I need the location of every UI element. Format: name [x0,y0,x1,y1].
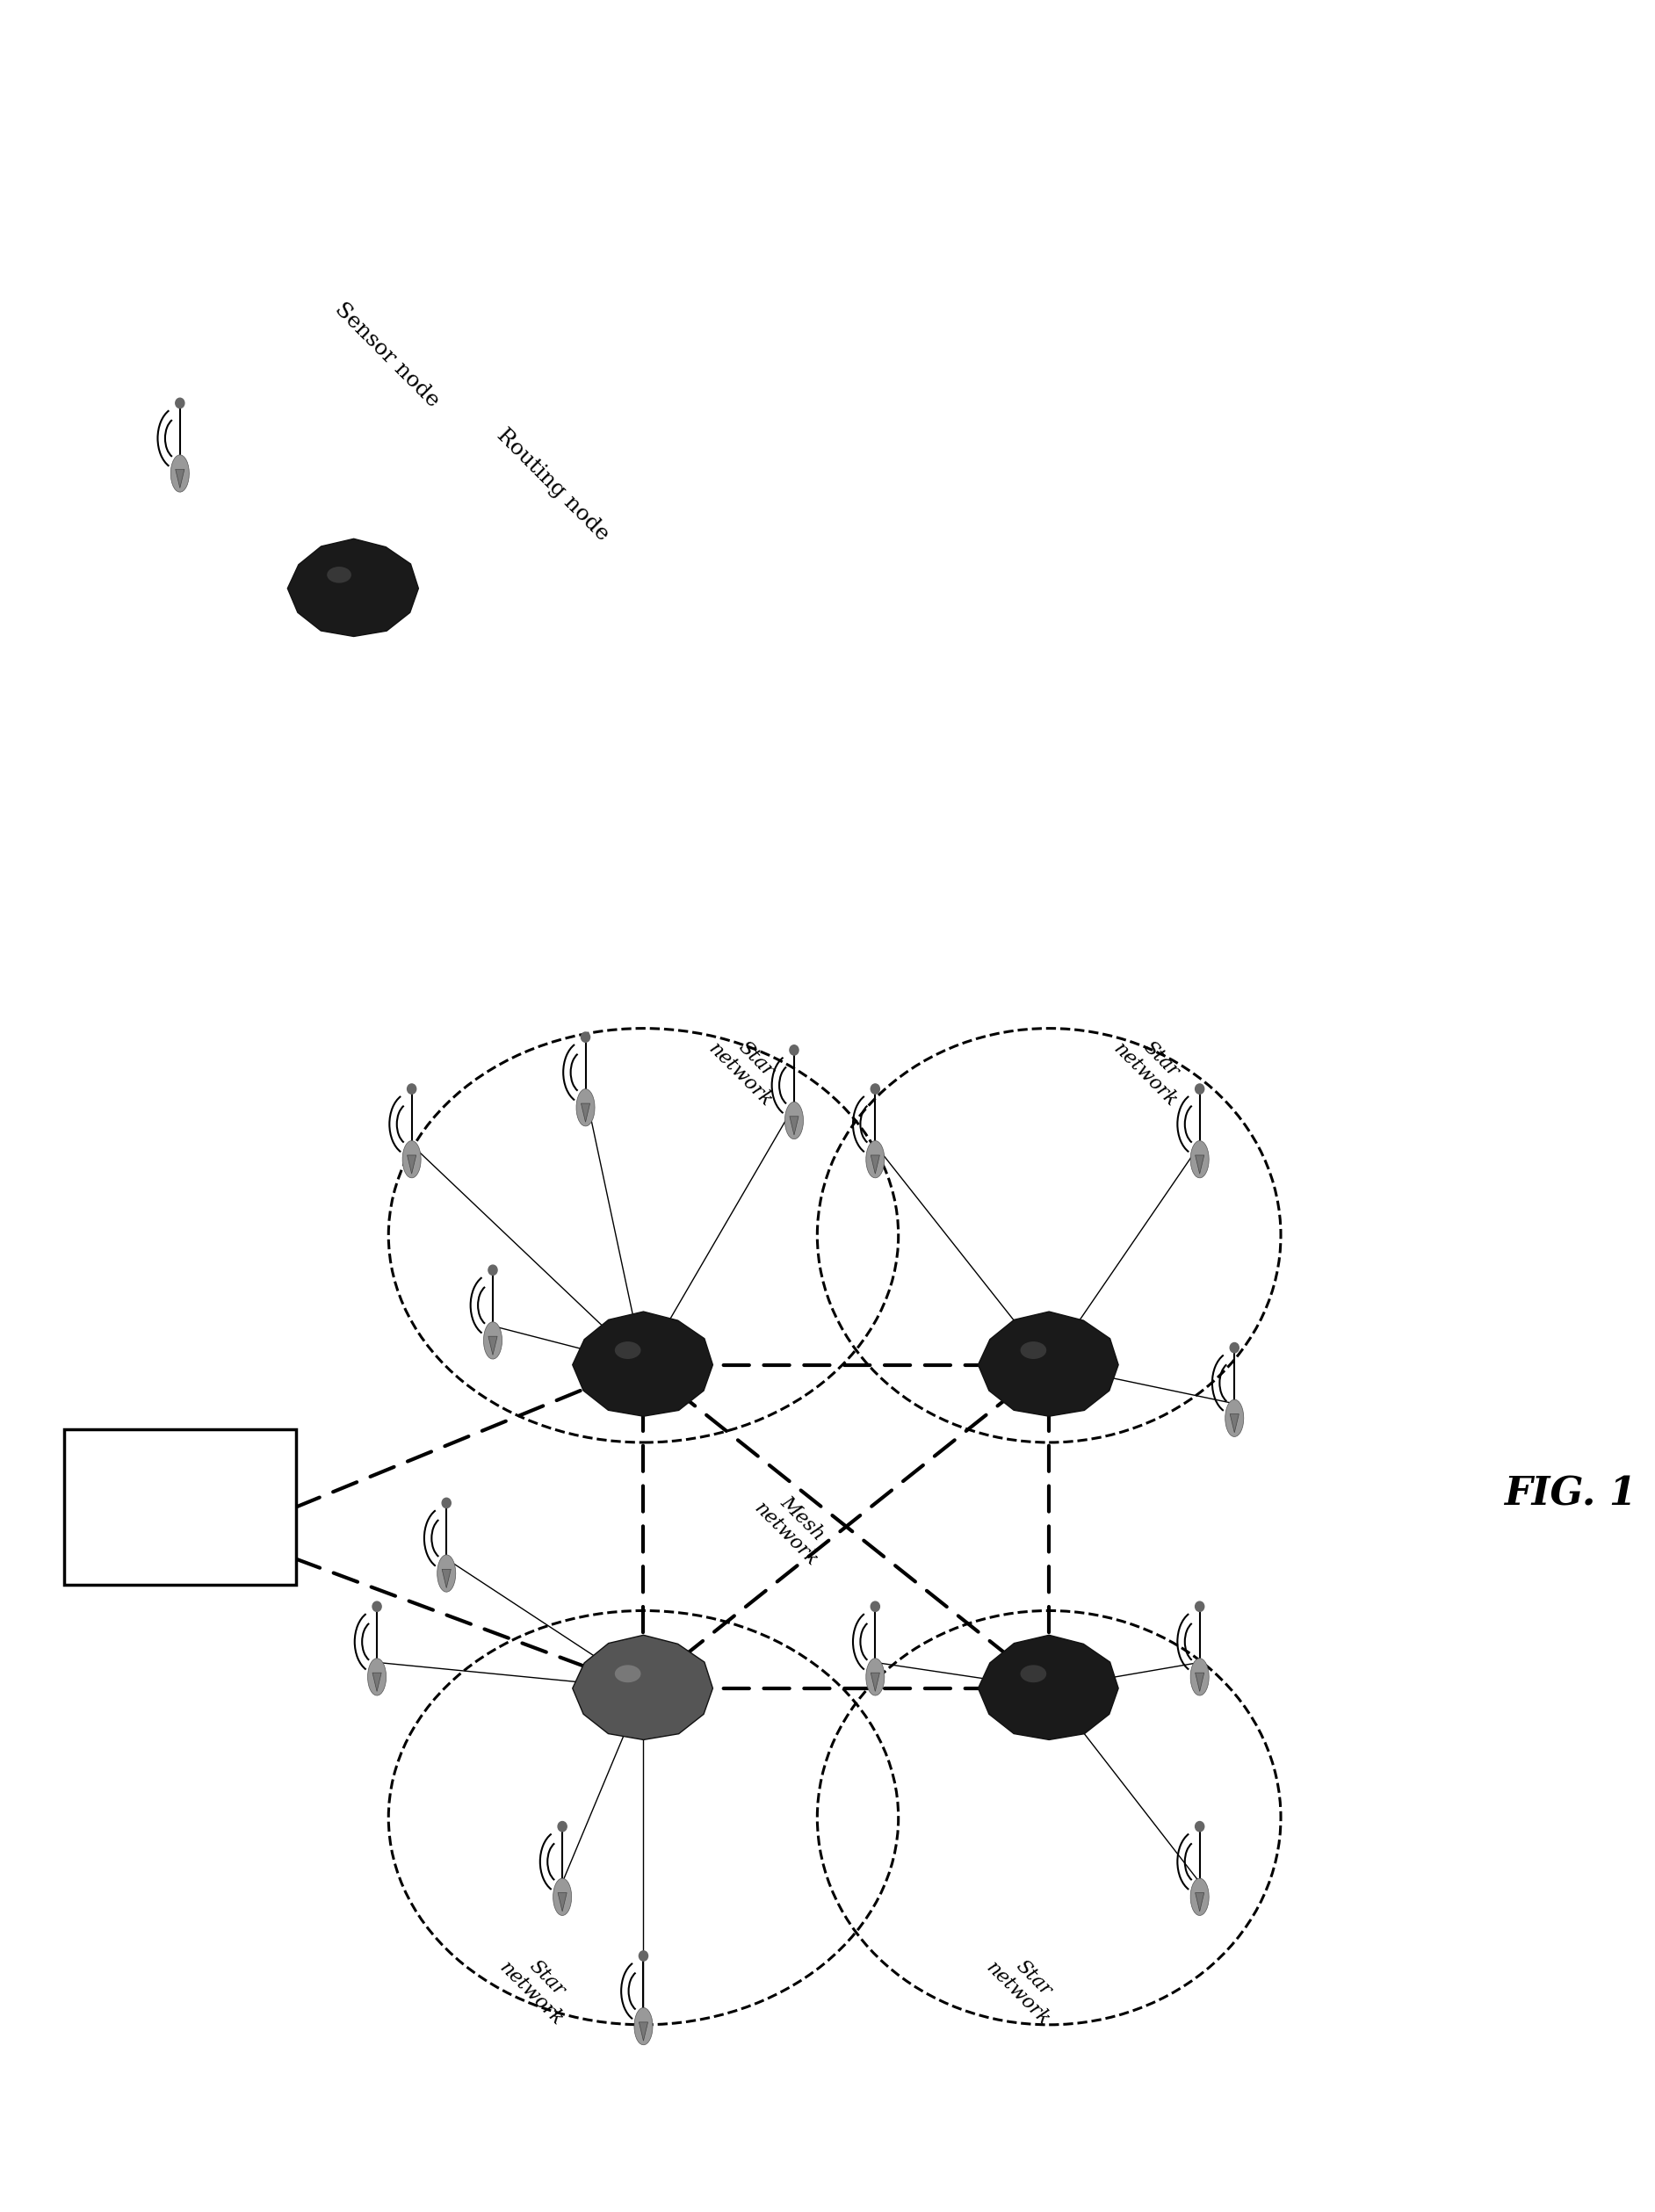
Circle shape [789,1044,799,1055]
Circle shape [639,1951,647,1960]
Polygon shape [1230,1413,1240,1433]
Text: Mesh
network: Mesh network [750,1482,837,1571]
Polygon shape [789,1117,799,1135]
Text: Sink node: Sink node [131,1498,230,1517]
Polygon shape [170,456,189,491]
Ellipse shape [328,566,351,584]
Polygon shape [372,1672,381,1692]
Polygon shape [437,1555,455,1593]
Text: Star
network: Star network [1111,1024,1197,1110]
Polygon shape [407,1155,415,1175]
Polygon shape [871,1155,880,1175]
Text: Star
network: Star network [983,1942,1069,2031]
Polygon shape [402,1141,420,1179]
Polygon shape [558,1893,566,1911]
Circle shape [488,1265,496,1274]
Circle shape [558,1820,566,1832]
Ellipse shape [1021,1340,1046,1358]
Text: Routing node: Routing node [493,425,612,544]
Polygon shape [871,1672,880,1692]
Text: FIG. 1: FIG. 1 [1504,1475,1637,1513]
Ellipse shape [1021,1666,1046,1683]
Circle shape [442,1498,450,1509]
Circle shape [581,1033,589,1042]
Polygon shape [1190,1878,1208,1916]
Polygon shape [442,1568,450,1588]
Ellipse shape [614,1340,640,1358]
Polygon shape [1190,1659,1208,1697]
Polygon shape [581,1104,589,1121]
Circle shape [871,1601,880,1613]
Polygon shape [1190,1141,1208,1179]
Polygon shape [634,2008,652,2044]
Polygon shape [1225,1400,1243,1438]
Polygon shape [866,1659,884,1697]
Circle shape [175,398,184,407]
Polygon shape [553,1878,571,1916]
Polygon shape [576,1088,594,1126]
Polygon shape [1195,1672,1205,1692]
Polygon shape [488,1336,496,1356]
Circle shape [1230,1343,1240,1354]
Text: Star
network: Star network [495,1942,583,2031]
Polygon shape [866,1141,884,1179]
Circle shape [1195,1820,1205,1832]
Circle shape [1195,1084,1205,1095]
Circle shape [1195,1601,1205,1613]
Polygon shape [483,1323,501,1358]
Polygon shape [1195,1893,1205,1911]
FancyBboxPatch shape [65,1429,296,1584]
Text: Sensor node: Sensor node [331,299,444,411]
Polygon shape [978,1312,1119,1416]
Circle shape [372,1601,381,1613]
Text: Star
network: Star network [703,1024,791,1110]
Polygon shape [978,1635,1119,1741]
Polygon shape [639,2022,647,2042]
Polygon shape [1195,1155,1205,1175]
Polygon shape [367,1659,386,1697]
Circle shape [407,1084,415,1095]
Polygon shape [175,469,184,489]
Polygon shape [573,1635,713,1741]
Polygon shape [288,540,419,637]
Polygon shape [573,1312,713,1416]
Ellipse shape [614,1666,640,1683]
Polygon shape [784,1102,803,1139]
Circle shape [871,1084,880,1095]
